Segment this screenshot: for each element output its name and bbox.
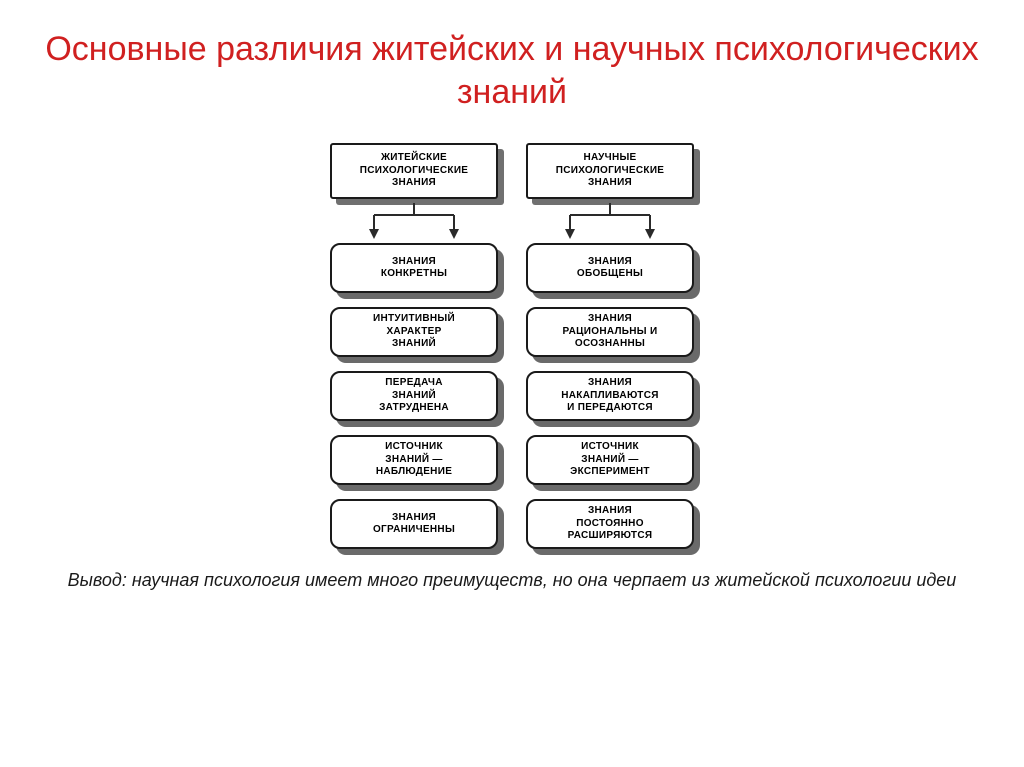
item-box: ЗНАНИЯ КОНКРЕТНЫ xyxy=(330,243,498,293)
page-title: Основные различия житейских и научных пс… xyxy=(0,0,1024,113)
item-box: ПЕРЕДАЧА ЗНАНИЙ ЗАТРУДНЕНА xyxy=(330,371,498,421)
arrow-icon xyxy=(330,199,504,243)
box-face: ИСТОЧНИК ЗНАНИЙ — ЭКСПЕРИМЕНТ xyxy=(526,435,694,485)
comparison-diagram: ЖИТЕЙСКИЕ ПСИХОЛОГИЧЕСКИЕ ЗНАНИЯ xyxy=(0,143,1024,563)
item-label: ЗНАНИЯ РАЦИОНАЛЬНЫ И ОСОЗНАННЫ xyxy=(563,313,658,351)
box-face: ИСТОЧНИК ЗНАНИЙ — НАБЛЮДЕНИЕ xyxy=(330,435,498,485)
item-label: ИСТОЧНИК ЗНАНИЙ — НАБЛЮДЕНИЕ xyxy=(376,441,452,479)
box-face: НАУЧНЫЕ ПСИХОЛОГИЧЕСКИЕ ЗНАНИЯ xyxy=(526,143,694,199)
box-face: ЗНАНИЯ ПОСТОЯННО РАСШИРЯЮТСЯ xyxy=(526,499,694,549)
header-label: НАУЧНЫЕ ПСИХОЛОГИЧЕСКИЕ ЗНАНИЯ xyxy=(556,152,665,190)
conclusion-text: Вывод: научная психология имеет много пр… xyxy=(0,569,1024,592)
item-box: ЗНАНИЯ РАЦИОНАЛЬНЫ И ОСОЗНАННЫ xyxy=(526,307,694,357)
column-scientific: НАУЧНЫЕ ПСИХОЛОГИЧЕСКИЕ ЗНАНИЯ xyxy=(526,143,694,563)
header-box-everyday: ЖИТЕЙСКИЕ ПСИХОЛОГИЧЕСКИЕ ЗНАНИЯ xyxy=(330,143,498,199)
item-box: ЗНАНИЯ ПОСТОЯННО РАСШИРЯЮТСЯ xyxy=(526,499,694,549)
arrow-split-right xyxy=(526,199,694,243)
column-everyday: ЖИТЕЙСКИЕ ПСИХОЛОГИЧЕСКИЕ ЗНАНИЯ xyxy=(330,143,498,563)
box-face: ЗНАНИЯ КОНКРЕТНЫ xyxy=(330,243,498,293)
box-face: ЗНАНИЯ ОГРАНИЧЕННЫ xyxy=(330,499,498,549)
item-box: ИСТОЧНИК ЗНАНИЙ — НАБЛЮДЕНИЕ xyxy=(330,435,498,485)
item-box: ИСТОЧНИК ЗНАНИЙ — ЭКСПЕРИМЕНТ xyxy=(526,435,694,485)
box-face: ПЕРЕДАЧА ЗНАНИЙ ЗАТРУДНЕНА xyxy=(330,371,498,421)
item-box: ЗНАНИЯ НАКАПЛИВАЮТСЯ И ПЕРЕДАЮТСЯ xyxy=(526,371,694,421)
item-label: ПЕРЕДАЧА ЗНАНИЙ ЗАТРУДНЕНА xyxy=(379,377,449,415)
box-face: ЗНАНИЯ ОБОБЩЕНЫ xyxy=(526,243,694,293)
item-label: ЗНАНИЯ КОНКРЕТНЫ xyxy=(381,256,447,281)
item-label: ЗНАНИЯ ОГРАНИЧЕННЫ xyxy=(373,512,455,537)
item-box: ЗНАНИЯ ОГРАНИЧЕННЫ xyxy=(330,499,498,549)
header-label: ЖИТЕЙСКИЕ ПСИХОЛОГИЧЕСКИЕ ЗНАНИЯ xyxy=(360,152,469,190)
header-box-scientific: НАУЧНЫЕ ПСИХОЛОГИЧЕСКИЕ ЗНАНИЯ xyxy=(526,143,694,199)
arrow-split-left xyxy=(330,199,498,243)
item-box: ЗНАНИЯ ОБОБЩЕНЫ xyxy=(526,243,694,293)
item-label: ЗНАНИЯ ПОСТОЯННО РАСШИРЯЮТСЯ xyxy=(568,505,653,543)
box-face: ЗНАНИЯ РАЦИОНАЛЬНЫ И ОСОЗНАННЫ xyxy=(526,307,694,357)
arrow-icon xyxy=(526,199,700,243)
item-label: ИСТОЧНИК ЗНАНИЙ — ЭКСПЕРИМЕНТ xyxy=(570,441,650,479)
item-label: ЗНАНИЯ НАКАПЛИВАЮТСЯ И ПЕРЕДАЮТСЯ xyxy=(561,377,658,415)
box-face: ЗНАНИЯ НАКАПЛИВАЮТСЯ И ПЕРЕДАЮТСЯ xyxy=(526,371,694,421)
box-face: ЖИТЕЙСКИЕ ПСИХОЛОГИЧЕСКИЕ ЗНАНИЯ xyxy=(330,143,498,199)
item-label: ЗНАНИЯ ОБОБЩЕНЫ xyxy=(577,256,643,281)
page: Основные различия житейских и научных пс… xyxy=(0,0,1024,767)
box-face: ИНТУИТИВНЫЙ ХАРАКТЕР ЗНАНИЙ xyxy=(330,307,498,357)
item-box: ИНТУИТИВНЫЙ ХАРАКТЕР ЗНАНИЙ xyxy=(330,307,498,357)
item-label: ИНТУИТИВНЫЙ ХАРАКТЕР ЗНАНИЙ xyxy=(373,313,455,351)
